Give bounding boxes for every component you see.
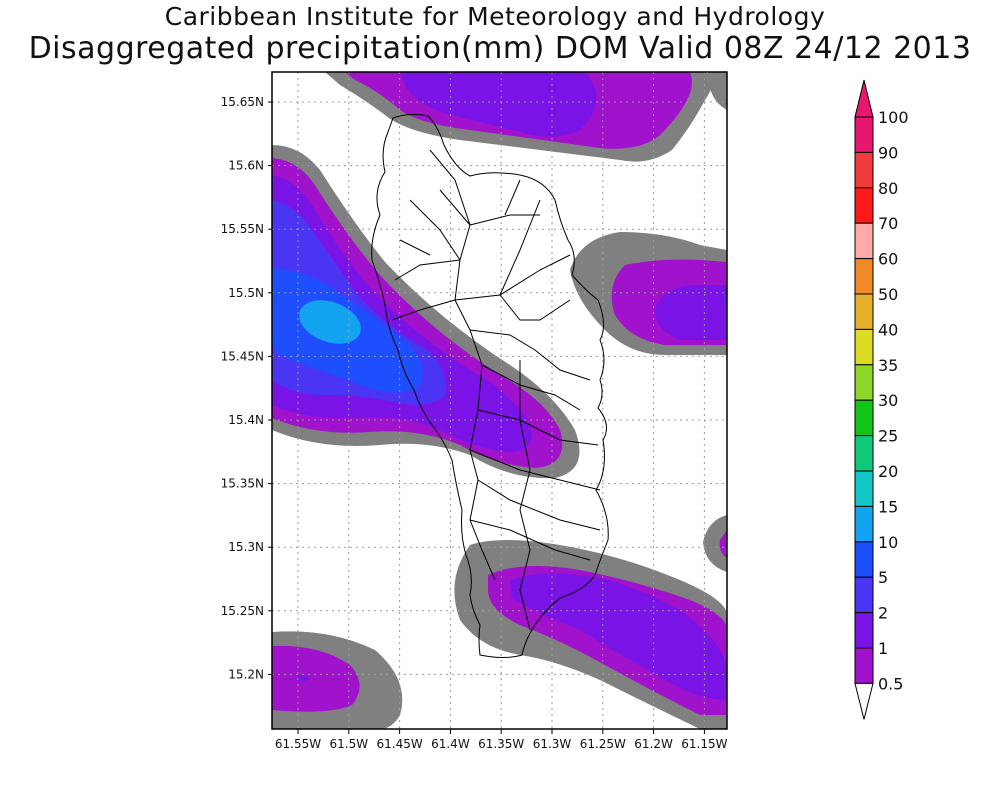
colorbar-max-arrow: [854, 79, 874, 118]
precip-edge-east: [703, 515, 727, 572]
colorbar-min-arrow: [854, 682, 874, 720]
map-title-line1: Caribbean Institute for Meteorology and …: [164, 2, 826, 31]
colorbar-swatch: [854, 116, 874, 153]
latitude-tick-label: 15.5N: [228, 286, 264, 300]
latitude-axis: 15.65N 15.6N 15.55N 15.5N 15.45N 15.4N 15.35N 1…: [221, 95, 272, 681]
colorbar-label: 25: [878, 427, 898, 446]
colorbar-swatch: [854, 293, 874, 330]
colorbar-label: 20: [878, 462, 898, 481]
colorbar-label: 15: [878, 497, 898, 516]
colorbar-label: 35: [878, 356, 898, 375]
precip-band-south: [454, 540, 727, 729]
colorbar-swatch: [854, 647, 874, 684]
colorbar-label: 70: [878, 214, 898, 233]
colorbar-label: 40: [878, 320, 898, 339]
colorbar-label: 90: [878, 143, 898, 162]
colorbar-swatch: [854, 612, 874, 649]
colorbar-label: 80: [878, 179, 898, 198]
colorbar-swatch: [854, 576, 874, 614]
longitude-tick-label: 61.15W: [681, 737, 727, 751]
colorbar: 100 90 80 70 60 50 40 35 30 25 20 15 10 5 2 1 0.5: [854, 79, 909, 720]
longitude-tick-label: 61.45W: [376, 737, 422, 751]
colorbar-label: 10: [878, 533, 898, 552]
latitude-tick-label: 15.6N: [228, 159, 264, 173]
latitude-tick-label: 15.2N: [228, 667, 264, 681]
map-title-line2: Disaggregated precipitation(mm) DOM Vali…: [28, 31, 972, 66]
colorbar-swatch: [854, 151, 874, 189]
longitude-tick-label: 61.2W: [634, 737, 673, 751]
longitude-tick-label: 61.25W: [580, 737, 626, 751]
latitude-tick-label: 15.65N: [221, 95, 264, 109]
colorbar-swatch: [854, 328, 874, 366]
longitude-axis: 61.55W 61.5W 61.45W 61.4W 61.35W 61.3W 61.25W 6…: [275, 729, 728, 751]
colorbar-label: 2: [878, 604, 888, 623]
colorbar-swatch: [854, 258, 874, 295]
latitude-tick-label: 15.45N: [221, 349, 264, 363]
colorbar-swatch: [854, 470, 874, 507]
map-plot-area: [272, 72, 727, 729]
colorbar-label: 5: [878, 568, 888, 587]
latitude-tick-label: 15.3N: [228, 540, 264, 554]
colorbar-swatch: [854, 364, 874, 401]
island-rivers: [391, 149, 601, 631]
colorbar-label: 30: [878, 391, 898, 410]
colorbar-label: 50: [878, 285, 898, 304]
colorbar-swatch: [854, 187, 874, 224]
longitude-tick-label: 61.55W: [275, 737, 321, 751]
latitude-tick-label: 15.25N: [221, 604, 264, 618]
colorbar-label: 0.5: [878, 674, 903, 693]
latitude-tick-label: 15.55N: [221, 222, 264, 236]
island-coastline: [371, 113, 609, 658]
colorbar-swatch: [854, 505, 874, 543]
latitude-tick-label: 15.4N: [228, 413, 264, 427]
colorbar-swatch: [854, 435, 874, 472]
title-block: Caribbean Institute for Meteorology and …: [0, 2, 1000, 66]
plot-frame: [271, 71, 728, 730]
longitude-tick-label: 61.4W: [431, 737, 470, 751]
colorbar-swatch: [854, 399, 874, 437]
precip-band-east: [570, 232, 727, 355]
longitude-tick-label: 61.35W: [478, 737, 524, 751]
colorbar-label: 100: [878, 108, 909, 127]
precip-corner-northeast: [708, 72, 727, 110]
longitude-tick-label: 61.5W: [330, 737, 369, 751]
longitude-tick-label: 61.3W: [533, 737, 572, 751]
precip-band-southwest: [272, 631, 403, 729]
colorbar-label: 60: [878, 250, 898, 269]
precip-band-north: [325, 72, 713, 162]
colorbar-swatch: [854, 222, 874, 260]
colorbar-swatch: [854, 541, 874, 578]
colorbar-label: 1: [878, 639, 888, 658]
latitude-tick-label: 15.35N: [221, 477, 264, 491]
map-grid: [272, 72, 727, 729]
island-dominica: [371, 113, 609, 658]
